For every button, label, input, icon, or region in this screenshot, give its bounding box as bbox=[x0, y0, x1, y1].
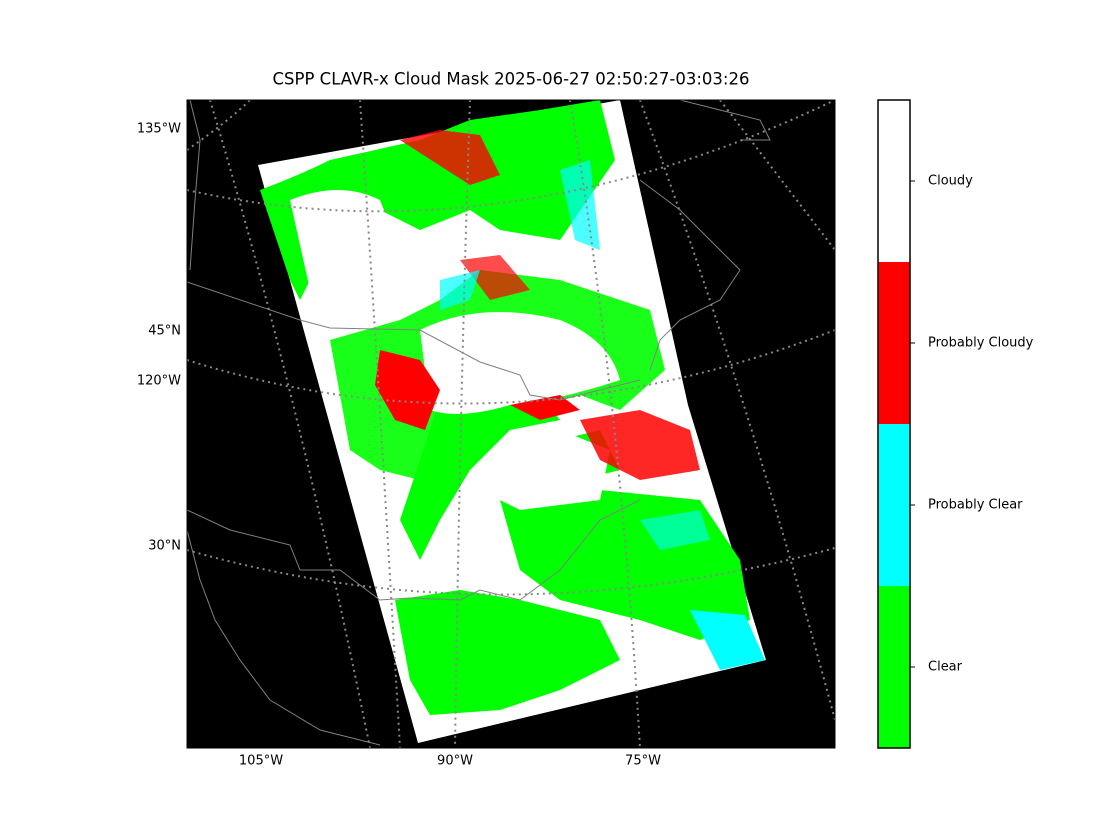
colorbar-segment bbox=[878, 586, 910, 748]
colorbar-frame bbox=[877, 99, 911, 749]
graticule bbox=[187, 100, 835, 748]
lon-label: 105°W bbox=[239, 754, 283, 769]
colorbar-label: Probably Clear bbox=[928, 498, 1023, 513]
lat-label: 120°W bbox=[137, 374, 181, 389]
coastlines bbox=[187, 100, 771, 746]
colorbar-label: Clear bbox=[928, 660, 963, 675]
colorbar: Cloudy Probably Cloudy Probably Clear Clear bbox=[877, 99, 1034, 749]
lon-label: 90°W bbox=[437, 754, 473, 769]
probably-cloudy-areas bbox=[375, 130, 700, 480]
cloudy-areas bbox=[290, 190, 620, 510]
lat-label: 30°N bbox=[148, 539, 181, 554]
colorbar-label: Probably Cloudy bbox=[928, 336, 1034, 351]
title: CSPP CLAVR-x Cloud Mask 2025-06-27 02:50… bbox=[273, 70, 750, 89]
map bbox=[187, 100, 835, 748]
map-frame bbox=[186, 99, 836, 749]
lat-label: 45°N bbox=[148, 324, 181, 339]
probably-clear-areas bbox=[440, 160, 765, 670]
colorbar-segment bbox=[878, 424, 910, 586]
colorbar-segment bbox=[878, 100, 910, 262]
colorbar-label: Cloudy bbox=[928, 174, 973, 189]
colorbar-segment bbox=[878, 262, 910, 424]
lon-label: 75°W bbox=[625, 754, 661, 769]
lat-label: 135°W bbox=[137, 122, 181, 137]
